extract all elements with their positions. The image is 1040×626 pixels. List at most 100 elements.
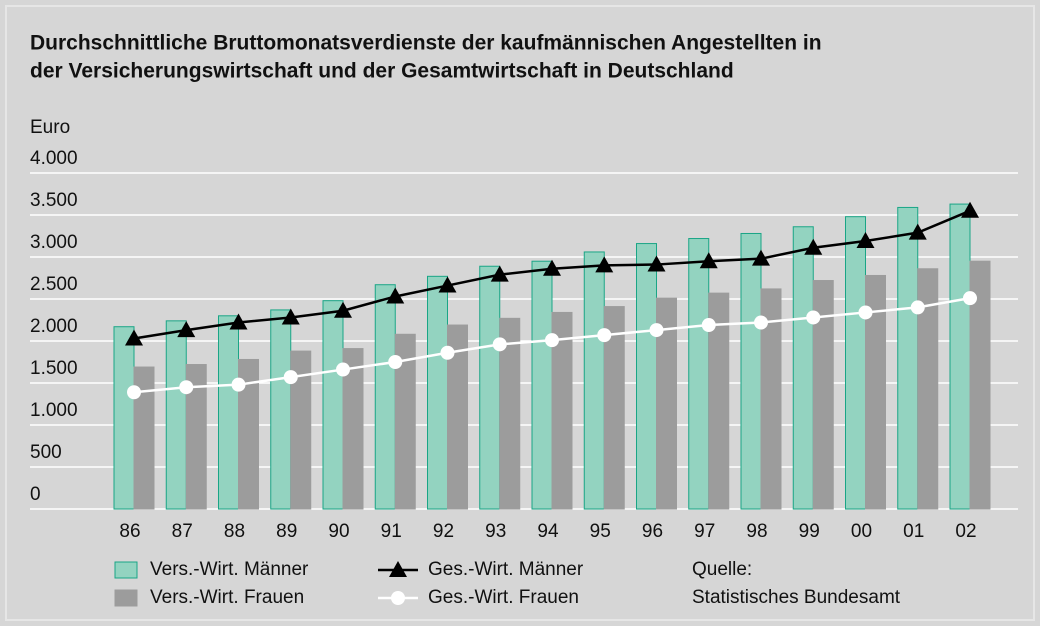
marker: [388, 355, 403, 369]
marker: [961, 201, 979, 218]
bar: [792, 226, 814, 510]
bar: [583, 251, 605, 510]
bar: [969, 260, 991, 510]
y-tick-label: 4.000: [30, 148, 78, 169]
bar: [165, 320, 187, 510]
bar: [342, 348, 364, 510]
marker: [963, 291, 977, 306]
marker: [229, 313, 248, 330]
x-tick-label: 86: [119, 521, 140, 542]
bar: [374, 284, 396, 510]
bar: [812, 280, 834, 510]
marker: [649, 323, 664, 338]
bar: [688, 238, 710, 510]
marker: [545, 333, 559, 348]
marker: [543, 259, 561, 276]
bar: [394, 333, 416, 510]
x-tick-label: 95: [590, 521, 611, 542]
legend-swatch: [114, 561, 138, 579]
bar: [290, 350, 312, 510]
marker: [647, 255, 666, 272]
bar: [218, 315, 239, 510]
x-tick-label: 90: [328, 521, 349, 542]
bar: [113, 326, 135, 510]
x-tick-label: 02: [955, 521, 976, 542]
marker: [858, 305, 873, 320]
x-tick-label: 01: [903, 521, 924, 542]
bar: [479, 265, 501, 510]
x-tick-label: 96: [642, 521, 663, 542]
marker: [336, 362, 350, 377]
bar: [917, 268, 939, 510]
marker: [754, 315, 768, 330]
marker: [283, 370, 298, 385]
marker: [492, 337, 507, 352]
x-tick-label: 93: [485, 521, 506, 542]
marker: [856, 232, 875, 249]
legend-swatch: [114, 589, 138, 607]
frame: [5, 5, 1035, 621]
bar: [656, 297, 677, 510]
bar: [238, 358, 259, 510]
y-tick-label: 2.500: [30, 274, 78, 295]
bar: [949, 203, 971, 510]
x-tick-label: 89: [276, 521, 297, 542]
marker: [804, 238, 823, 255]
x-tick-label: 92: [433, 521, 454, 542]
marker: [334, 301, 352, 318]
bar: [270, 309, 292, 510]
marker: [440, 345, 455, 360]
bar: [531, 260, 553, 510]
x-tick-label: 91: [381, 521, 402, 542]
legend-label: Vers.-Wirt. Frauen: [150, 587, 304, 608]
marker: [908, 223, 927, 240]
legend-marker: [391, 591, 405, 605]
marker: [699, 252, 718, 269]
x-tick-label: 88: [224, 521, 245, 542]
bar: [740, 232, 762, 510]
marker: [910, 300, 925, 315]
source: Quelle:: [692, 559, 752, 580]
marker: [752, 249, 770, 266]
chart-title: Durchschnittliche Bruttomonatsverdienste…: [30, 32, 822, 55]
marker: [490, 265, 509, 282]
y-tick-label: 1.500: [30, 358, 78, 379]
y-tick-label: 500: [30, 442, 62, 463]
marker: [595, 256, 614, 273]
x-tick-label: 99: [799, 521, 820, 542]
bar: [636, 243, 657, 510]
bar: [551, 311, 573, 510]
marker: [177, 321, 196, 338]
y-axis-label: Euro: [30, 117, 70, 138]
x-tick-label: 94: [537, 521, 559, 542]
bar: [603, 306, 625, 510]
bar: [708, 292, 730, 510]
bar: [447, 324, 468, 510]
bar: [427, 275, 448, 510]
x-tick-label: 87: [172, 521, 193, 542]
bar: [499, 317, 521, 510]
bar: [897, 206, 919, 510]
bar: [760, 288, 782, 510]
chart-title: der Versicherungswirtschaft und der Gesa…: [30, 60, 734, 83]
legend-label: Ges.-Wirt. Männer: [428, 559, 584, 580]
bar: [845, 216, 866, 510]
marker: [806, 310, 821, 325]
legend-label: Ges.-Wirt. Frauen: [428, 587, 579, 608]
y-tick-label: 0: [30, 484, 41, 505]
x-tick-label: 97: [694, 521, 715, 542]
bar: [185, 364, 207, 510]
marker: [386, 287, 405, 304]
marker: [231, 377, 246, 392]
legend-marker: [389, 561, 407, 577]
marker: [127, 385, 141, 400]
marker: [179, 380, 194, 395]
bar: [133, 366, 155, 510]
y-tick-label: 2.000: [30, 316, 78, 337]
source: Statistisches Bundesamt: [692, 587, 901, 608]
y-tick-label: 3.500: [30, 190, 78, 211]
y-tick-label: 1.000: [30, 400, 78, 421]
x-tick-label: 98: [746, 521, 767, 542]
marker: [597, 328, 612, 343]
marker: [281, 308, 300, 325]
